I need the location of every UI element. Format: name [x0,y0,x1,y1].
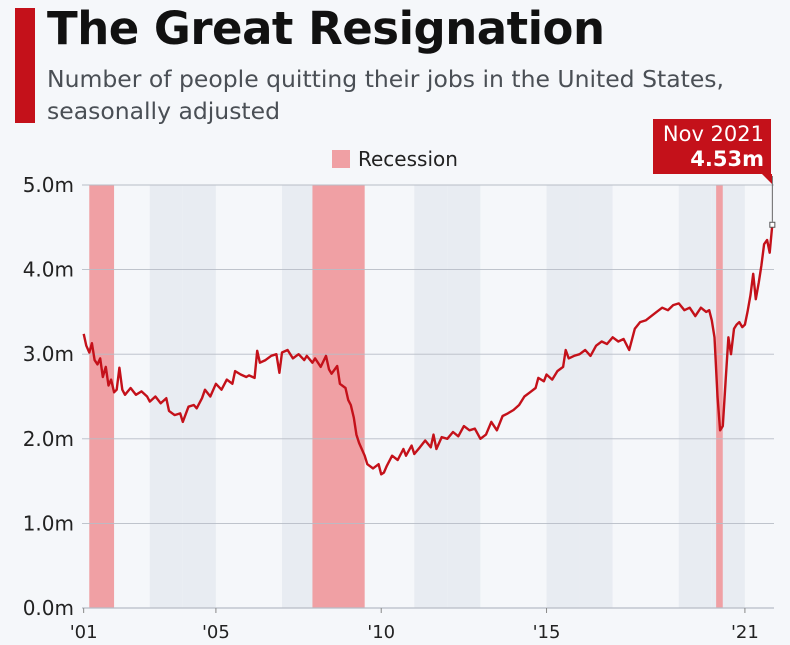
year-band [215,185,249,608]
x-tick-label: '21 [731,622,759,643]
y-tick-label: 1.0m [23,511,74,535]
series-layer [82,224,774,476]
recession-band [89,185,115,608]
year-band [480,185,514,608]
annotation-layer [762,174,776,228]
y-tick-label: 5.0m [23,173,74,197]
y-tick-label: 3.0m [23,342,74,366]
year-band [579,185,613,608]
chart-subtitle: Number of people quitting their jobs in … [47,65,724,125]
year-band [645,185,679,608]
x-tick-label: '15 [533,622,561,643]
callout-value: 4.53m [690,147,764,171]
year-band [513,185,547,608]
year-band [116,185,150,608]
callout-pointer [762,174,772,184]
y-axis-tick-labels: 0.0m 1.0m 2.0m 3.0m 4.0m 5.0m [23,173,74,620]
year-band [282,185,316,608]
legend-label-recession: Recession [358,147,458,171]
x-tick-label: '10 [367,622,395,643]
year-band [447,185,481,608]
title-accent-bar [15,8,35,123]
gridlines [82,184,774,609]
legend: Recession [332,146,458,172]
year-band [678,185,712,608]
year-band [546,185,580,608]
year-band [414,185,448,608]
x-axis-tick-labels: '01 '05 '10 '15 '21 [70,608,759,643]
year-band [744,185,774,608]
chart-title: The Great Resignation [47,2,605,55]
x-tick-label: '01 [70,622,98,643]
annotation-marker [769,221,776,228]
y-tick-label: 0.0m [23,596,74,620]
year-band [381,185,415,608]
legend-swatch-recession [332,150,350,168]
recession-band [716,185,723,608]
background-bands [83,185,774,608]
latest-value-callout: Nov 2021 4.53m [653,119,771,174]
callout-date: Nov 2021 [662,122,764,146]
x-tick-label: '05 [202,622,230,643]
y-tick-label: 4.0m [23,258,74,282]
series-line [82,224,774,476]
year-band [248,185,283,608]
year-band [612,185,646,608]
y-tick-label: 2.0m [23,427,74,451]
recession-shading [89,185,723,608]
recession-band [312,185,365,608]
